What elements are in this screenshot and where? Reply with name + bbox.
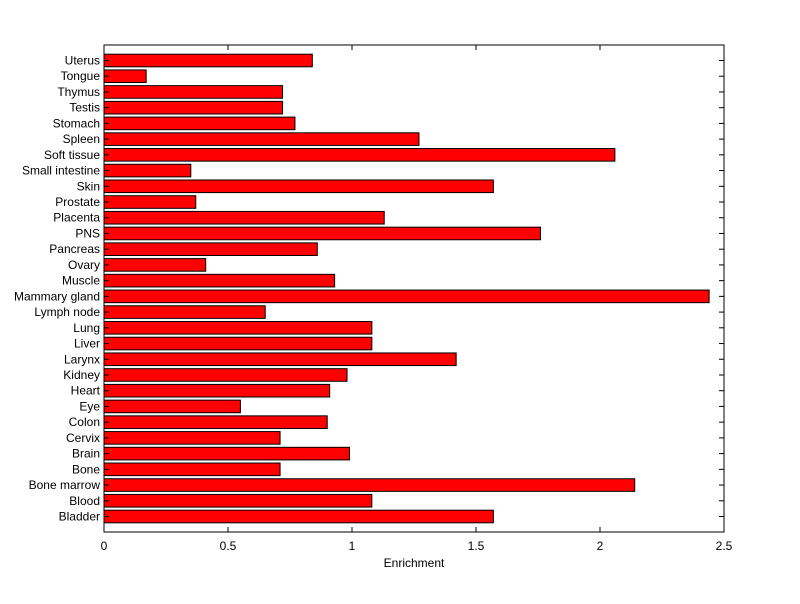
bar-liver [103,336,373,351]
bar-larynx [103,352,457,367]
bar-bladder [103,509,494,524]
bar-pns [103,226,541,241]
category-label: Colon [69,415,100,429]
x-tick-label: 2.5 [716,539,733,553]
bar-tongue [103,69,147,84]
bars [103,53,710,524]
bar-testis [103,100,284,115]
bar-eye [103,399,241,414]
bar-blood [103,493,373,508]
category-label: Bone [72,462,100,476]
bar-uterus [103,53,313,68]
category-label: Spleen [63,132,100,146]
x-tick-label: 1.5 [468,539,485,553]
x-tick-label: 0 [101,539,108,553]
x-tick-label: 1 [349,539,356,553]
category-label: Brain [72,447,100,461]
bar-heart [103,383,331,398]
category-label: Liver [74,337,100,351]
x-tick-labels: 0 0.5 1 1.5 2 2.5 [101,539,733,553]
bar-kidney [103,368,348,382]
category-label: Thymus [57,85,100,99]
bar-placenta [103,210,385,225]
category-label: Soft tissue [44,148,100,162]
bar-colon [103,415,328,429]
bar-lung [103,321,373,335]
category-label: Kidney [63,368,100,382]
bar-soft-tissue [103,148,616,162]
category-label: Cervix [66,431,100,445]
category-label: Skin [77,179,100,193]
category-label: Testis [69,101,100,115]
bar-muscle [103,273,336,288]
category-label: Ovary [68,258,100,272]
category-label: Eye [79,399,100,413]
bar-thymus [103,85,284,99]
bar-pancreas [103,242,318,256]
category-label: Uterus [65,54,100,68]
category-label: Small intestine [22,164,100,178]
category-label: Muscle [62,274,100,288]
bar-bone-marrow [103,478,636,492]
bar-ovary [103,258,207,272]
x-tick-label: 2 [597,539,604,553]
ticks [103,45,725,532]
plot-frame [103,44,725,533]
bar-stomach [103,116,296,131]
category-label: Lymph node [34,305,100,319]
bar-small-intestine [103,163,192,178]
bar-lymph-node [103,305,266,319]
category-label: PNS [75,226,100,240]
category-label: Blood [69,494,100,508]
category-label: Larynx [64,352,100,366]
bar-spleen [103,132,420,146]
category-label: Pancreas [49,242,100,256]
bar-bone [103,462,281,477]
category-label: Tongue [61,69,101,83]
bar-prostate [103,195,197,209]
bar-brain [103,446,351,461]
category-label: Prostate [55,195,100,209]
category-label: Bladder [59,510,100,524]
category-label: Stomach [53,116,100,130]
bar-cervix [103,431,281,445]
category-label: Lung [73,321,100,335]
category-label: Heart [71,384,101,398]
x-tick-label: 0.5 [220,539,237,553]
category-label: Placenta [53,211,100,225]
bar-mammary-gland [103,289,710,304]
category-label: Mammary gland [14,289,100,303]
category-label: Bone marrow [29,478,101,492]
bar-skin [103,179,494,194]
x-axis-label: Enrichment [384,556,445,570]
